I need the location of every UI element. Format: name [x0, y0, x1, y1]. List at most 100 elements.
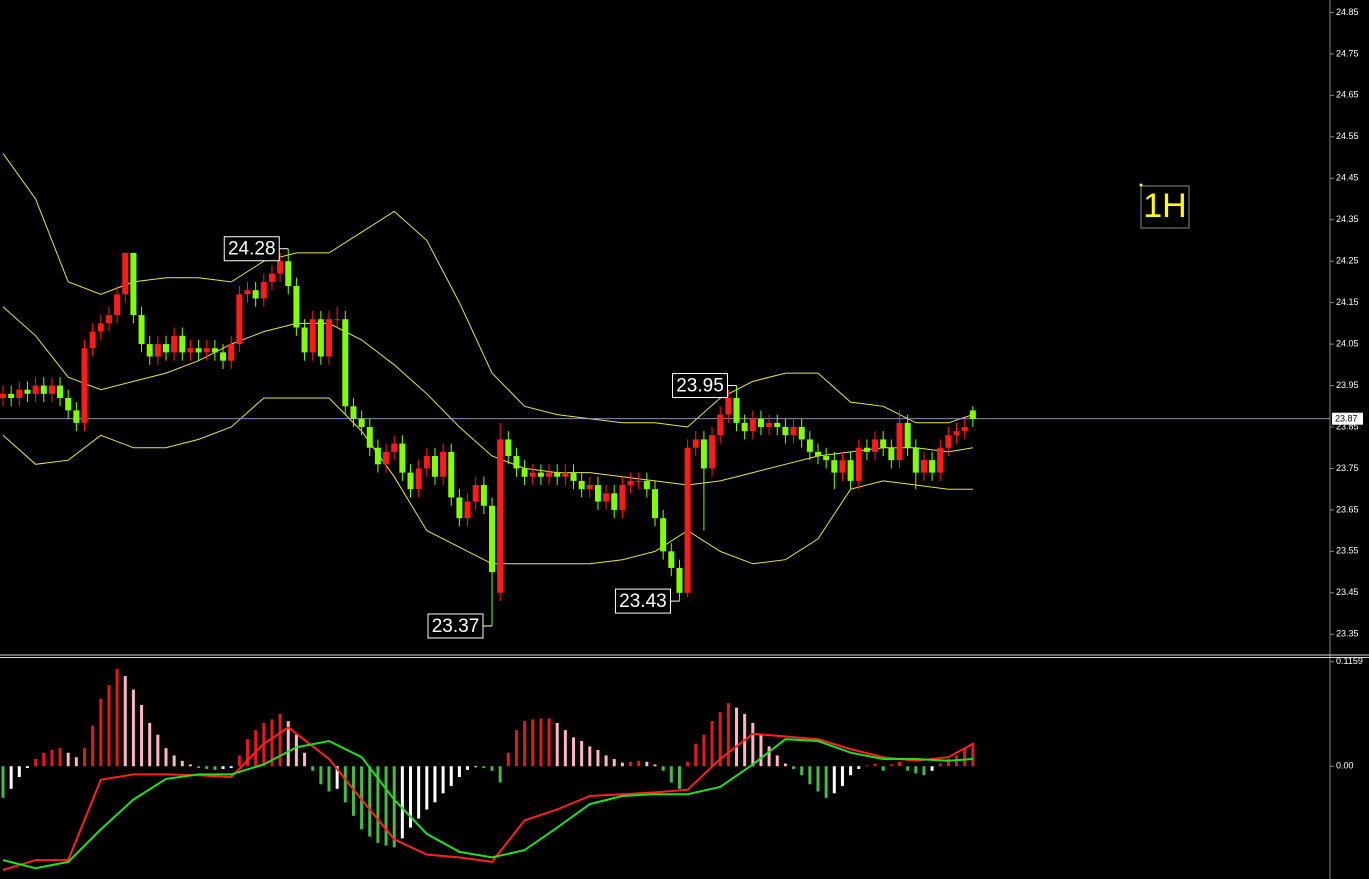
candle-body	[594, 485, 601, 502]
macd-histogram-bar	[775, 755, 779, 767]
macd-histogram-bar	[327, 766, 331, 792]
candle-body	[725, 397, 732, 415]
macd-histogram-bar	[946, 759, 950, 767]
candle-body	[464, 501, 471, 519]
candle-body	[546, 472, 553, 477]
candle-body	[782, 426, 789, 436]
candle-body	[97, 323, 104, 332]
candle-body	[228, 344, 235, 361]
macd-histogram-bar	[449, 766, 453, 787]
macd-histogram-bar	[506, 752, 510, 767]
macd-histogram-bar	[783, 763, 787, 767]
candle-body	[399, 443, 406, 473]
candle-body	[244, 290, 251, 295]
candle-body	[521, 468, 528, 477]
candle-body	[366, 426, 373, 448]
macd-histogram-bar	[971, 742, 975, 767]
macd-histogram-bar	[906, 766, 910, 771]
candle-body	[920, 460, 927, 473]
candle-body	[440, 451, 447, 477]
macd-histogram-bar	[588, 746, 592, 767]
bollinger-band	[2, 153, 974, 428]
candle-body	[32, 385, 39, 394]
macd-histogram-bar	[661, 766, 665, 771]
candle-body	[285, 261, 292, 287]
macd-histogram-bar	[857, 766, 861, 769]
candle-body	[668, 551, 675, 568]
macd-histogram-bar	[474, 766, 478, 768]
macd-histogram-bar	[246, 739, 249, 767]
candle-body	[260, 281, 267, 299]
candle-body	[163, 344, 169, 353]
annotation-label: 23.95	[676, 376, 724, 397]
candle-body	[961, 426, 968, 432]
candle-body	[489, 505, 495, 573]
macd-histogram-bar	[898, 761, 901, 767]
candle-body	[586, 485, 593, 490]
candle-body	[627, 480, 634, 486]
candle-body	[472, 485, 479, 502]
candle-body	[236, 294, 243, 345]
macd-histogram-bar	[66, 752, 70, 767]
macd-histogram-bar	[612, 759, 616, 767]
candle-body	[660, 518, 667, 552]
macd-histogram-bar	[400, 766, 404, 839]
candle-body	[171, 335, 178, 353]
candle-body	[880, 439, 887, 448]
candle-body	[863, 447, 870, 452]
candle-body	[0, 393, 6, 398]
candle-body	[815, 451, 821, 457]
macd-histogram-bar	[466, 766, 470, 770]
y-tick-label: 23.65	[1336, 504, 1359, 514]
macd-histogram-bar	[229, 766, 233, 769]
macd-histogram-bar	[83, 748, 86, 767]
candle-body	[570, 472, 577, 481]
macd-histogram-bar	[653, 764, 657, 767]
y-tick-label: 23.35	[1336, 629, 1359, 639]
macd-histogram-bar	[115, 668, 119, 767]
candle-body	[187, 348, 194, 353]
candle-body	[635, 480, 642, 482]
candle-body	[154, 344, 161, 357]
y-tick-label: 24.15	[1336, 297, 1359, 307]
candle-body	[529, 472, 536, 477]
macd-histogram-bar	[580, 740, 584, 767]
candle-body	[872, 439, 879, 452]
macd-histogram-bar	[824, 766, 828, 798]
candle-body	[969, 410, 976, 419]
candle-body	[334, 319, 341, 321]
macd-histogram-bar	[816, 766, 820, 792]
y-tick-label: 23.45	[1336, 587, 1359, 597]
macd-histogram-bar	[539, 718, 543, 767]
y-tick-label: 24.45	[1336, 173, 1359, 183]
macd-line	[2, 726, 974, 871]
candle-body	[203, 348, 210, 353]
candle-body	[619, 485, 626, 510]
y-tick-label: 23.55	[1336, 546, 1359, 556]
candle-body	[717, 414, 724, 436]
macd-histogram-bar	[710, 721, 714, 767]
price-annotation: 23.37	[427, 613, 492, 639]
macd-histogram-bar	[205, 766, 209, 769]
candle-body	[293, 286, 300, 328]
candle-body	[415, 468, 422, 490]
candle-body	[309, 319, 316, 353]
macd-histogram-bar	[718, 712, 722, 767]
y-tick-label: 0.1159	[1336, 656, 1363, 666]
candle-body	[89, 331, 96, 349]
candle-body	[831, 460, 838, 473]
macd-histogram-bar	[91, 725, 95, 767]
candle-body	[513, 456, 520, 469]
macd-histogram-bar	[221, 766, 225, 769]
macd-histogram-bar	[180, 760, 184, 767]
macd-histogram-bar	[531, 719, 535, 767]
candle-body	[16, 389, 23, 398]
candle-body	[643, 480, 650, 490]
candle-body	[374, 447, 381, 465]
candle-body	[326, 319, 332, 357]
candle-body	[676, 567, 683, 593]
y-tick-label: 23.85	[1336, 421, 1359, 431]
macd-histogram-bar	[930, 766, 934, 771]
candle-body	[301, 327, 308, 353]
y-tick-label: 23.75	[1336, 463, 1359, 473]
